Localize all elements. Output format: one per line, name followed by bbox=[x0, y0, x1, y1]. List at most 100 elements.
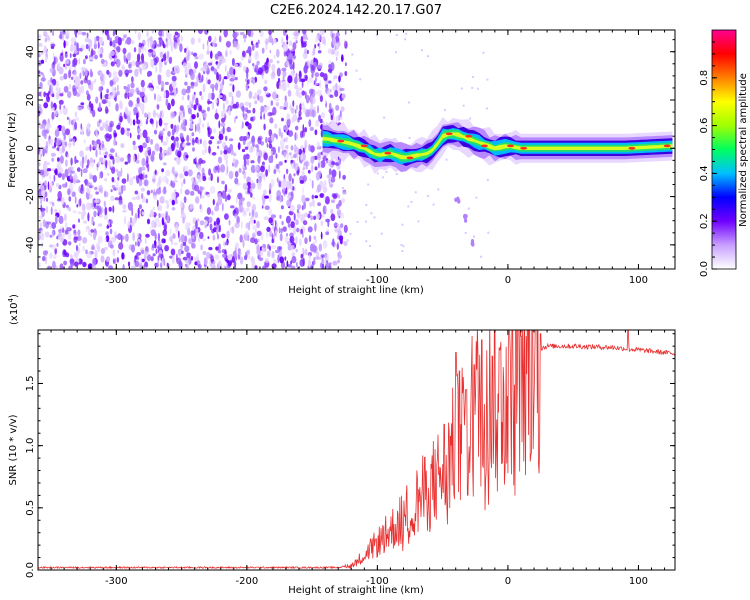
heatmap-noise-cell bbox=[67, 116, 69, 120]
heatmap-noise-cell bbox=[126, 52, 131, 62]
heatmap-noise-cell bbox=[246, 141, 251, 148]
heatmap-noise-cell bbox=[269, 183, 272, 192]
heatmap-noise-cell bbox=[154, 169, 157, 175]
heatmap-noise-cell bbox=[314, 44, 317, 49]
heatmap-noise-cell bbox=[319, 243, 322, 252]
heatmap-noise-cell bbox=[244, 101, 250, 106]
heatmap-noise-cell bbox=[199, 138, 202, 145]
heatmap-noise-cell bbox=[157, 74, 162, 81]
heatmap-noise-cell bbox=[225, 40, 231, 48]
heatmap-noise-cell bbox=[264, 195, 269, 199]
heatmap-noise-cell bbox=[205, 147, 207, 154]
snr-y-tick-label: 1.5 bbox=[25, 376, 36, 392]
heatmap-noise-cell bbox=[248, 55, 252, 62]
heatmap-noise-cell bbox=[78, 218, 80, 223]
heatmap-faint-cell bbox=[401, 250, 404, 252]
heatmap-noise-cell bbox=[278, 146, 280, 154]
heatmap-faint-cell bbox=[376, 172, 379, 175]
heatmap-noise-cell bbox=[67, 91, 72, 99]
heatmap-noise-cell bbox=[218, 73, 222, 82]
heatmap-noise-cell bbox=[323, 193, 326, 202]
heatmap-noise-cell bbox=[54, 110, 59, 115]
heatmap-noise-cell bbox=[163, 90, 166, 99]
heatmap-noise-cell bbox=[223, 30, 228, 38]
heatmap-noise-cell bbox=[182, 241, 187, 247]
heatmap-noise-cell bbox=[80, 123, 83, 130]
heatmap-noise-cell bbox=[297, 266, 299, 269]
heatmap-noise-cell bbox=[225, 99, 229, 105]
heatmap-noise-cell bbox=[58, 209, 62, 215]
heatmap-noise-cell bbox=[307, 259, 312, 268]
heatmap-noise-cell bbox=[190, 255, 194, 261]
heatmap-y-tick-label: -40 bbox=[25, 237, 36, 253]
heatmap-noise-cell bbox=[210, 92, 215, 101]
heatmap-noise-cell bbox=[286, 113, 290, 120]
heatmap-noise-cell bbox=[298, 110, 302, 117]
heatmap-noise-cell bbox=[301, 90, 306, 96]
heatmap-noise-cell bbox=[260, 115, 263, 120]
heatmap-noise-cell bbox=[233, 40, 239, 48]
heatmap-noise-cell bbox=[279, 80, 282, 84]
heatmap-noise-cell bbox=[307, 213, 311, 219]
heatmap-noise-cell bbox=[183, 196, 187, 204]
heatmap-noise-cell bbox=[292, 31, 295, 36]
heatmap-noise-cell bbox=[100, 255, 105, 263]
heatmap-noise-cell bbox=[186, 142, 191, 146]
heatmap-noise-cell bbox=[110, 50, 115, 56]
heatmap-noise-cell bbox=[308, 235, 312, 243]
heatmap-noise-cell bbox=[212, 211, 215, 216]
heatmap-noise-cell bbox=[59, 155, 64, 164]
heatmap-noise-cell bbox=[290, 265, 296, 269]
heatmap-noise-cell bbox=[82, 210, 86, 217]
heatmap-noise-cell bbox=[333, 75, 338, 80]
heatmap-noise-cell bbox=[79, 160, 84, 167]
heatmap-noise-cell bbox=[228, 170, 234, 180]
heatmap-noise-cell bbox=[45, 255, 47, 265]
heatmap-tail-cell bbox=[464, 218, 468, 223]
heatmap-noise-cell bbox=[122, 209, 127, 213]
heatmap-noise-cell bbox=[188, 238, 192, 245]
heatmap-noise-cell bbox=[177, 150, 182, 158]
heatmap-noise-cell bbox=[50, 152, 57, 157]
heatmap-noise-cell bbox=[138, 204, 142, 210]
heatmap-noise-cell bbox=[89, 157, 94, 164]
heatmap-noise-cell bbox=[266, 226, 271, 232]
heatmap-noise-cell bbox=[206, 122, 210, 128]
heatmap-noise-cell bbox=[335, 203, 340, 210]
heatmap-noise-cell bbox=[338, 170, 341, 179]
heatmap-noise-cell bbox=[312, 106, 316, 110]
heatmap-tail-cell bbox=[454, 197, 458, 202]
heatmap-noise-cell bbox=[126, 128, 131, 132]
heatmap-noise-cell bbox=[335, 32, 340, 37]
figure-title: C2E6.2024.142.20.17.G07 bbox=[270, 3, 442, 18]
heatmap-noise-cell bbox=[189, 135, 192, 142]
heatmap-noise-cell bbox=[322, 240, 328, 249]
heatmap-noise-cell bbox=[229, 50, 232, 55]
heatmap-noise-cell bbox=[167, 130, 171, 137]
heatmap-noise-cell bbox=[275, 153, 278, 159]
heatmap-noise-cell bbox=[162, 128, 165, 132]
heatmap-noise-cell bbox=[233, 152, 237, 157]
heatmap-noise-cell bbox=[292, 42, 297, 51]
heatmap-noise-cell bbox=[238, 168, 242, 173]
heatmap-noise-cell bbox=[199, 185, 203, 195]
heatmap-faint-cell bbox=[349, 232, 352, 235]
heatmap-noise-cell bbox=[241, 121, 244, 129]
heatmap-noise-cell bbox=[78, 242, 81, 247]
heatmap-noise-cell bbox=[302, 186, 304, 195]
heatmap-noise-cell bbox=[93, 210, 97, 218]
heatmap-noise-cell bbox=[284, 136, 289, 143]
heatmap-noise-cell bbox=[268, 164, 271, 173]
heatmap-noise-cell bbox=[281, 67, 287, 72]
heatmap-noise-cell bbox=[293, 36, 299, 40]
heatmap-tail-cell bbox=[463, 213, 467, 219]
heatmap-noise-cell bbox=[135, 159, 140, 164]
heatmap-noise-cell bbox=[288, 52, 294, 60]
heatmap-noise-cell bbox=[109, 148, 115, 153]
heatmap-noise-cell bbox=[165, 38, 168, 42]
heatmap-noise-cell bbox=[133, 106, 138, 114]
heatmap-noise-cell bbox=[218, 260, 222, 267]
heatmap-noise-cell bbox=[206, 207, 212, 215]
heatmap-noise-cell bbox=[161, 80, 165, 90]
heatmap-noise-cell bbox=[94, 78, 97, 83]
